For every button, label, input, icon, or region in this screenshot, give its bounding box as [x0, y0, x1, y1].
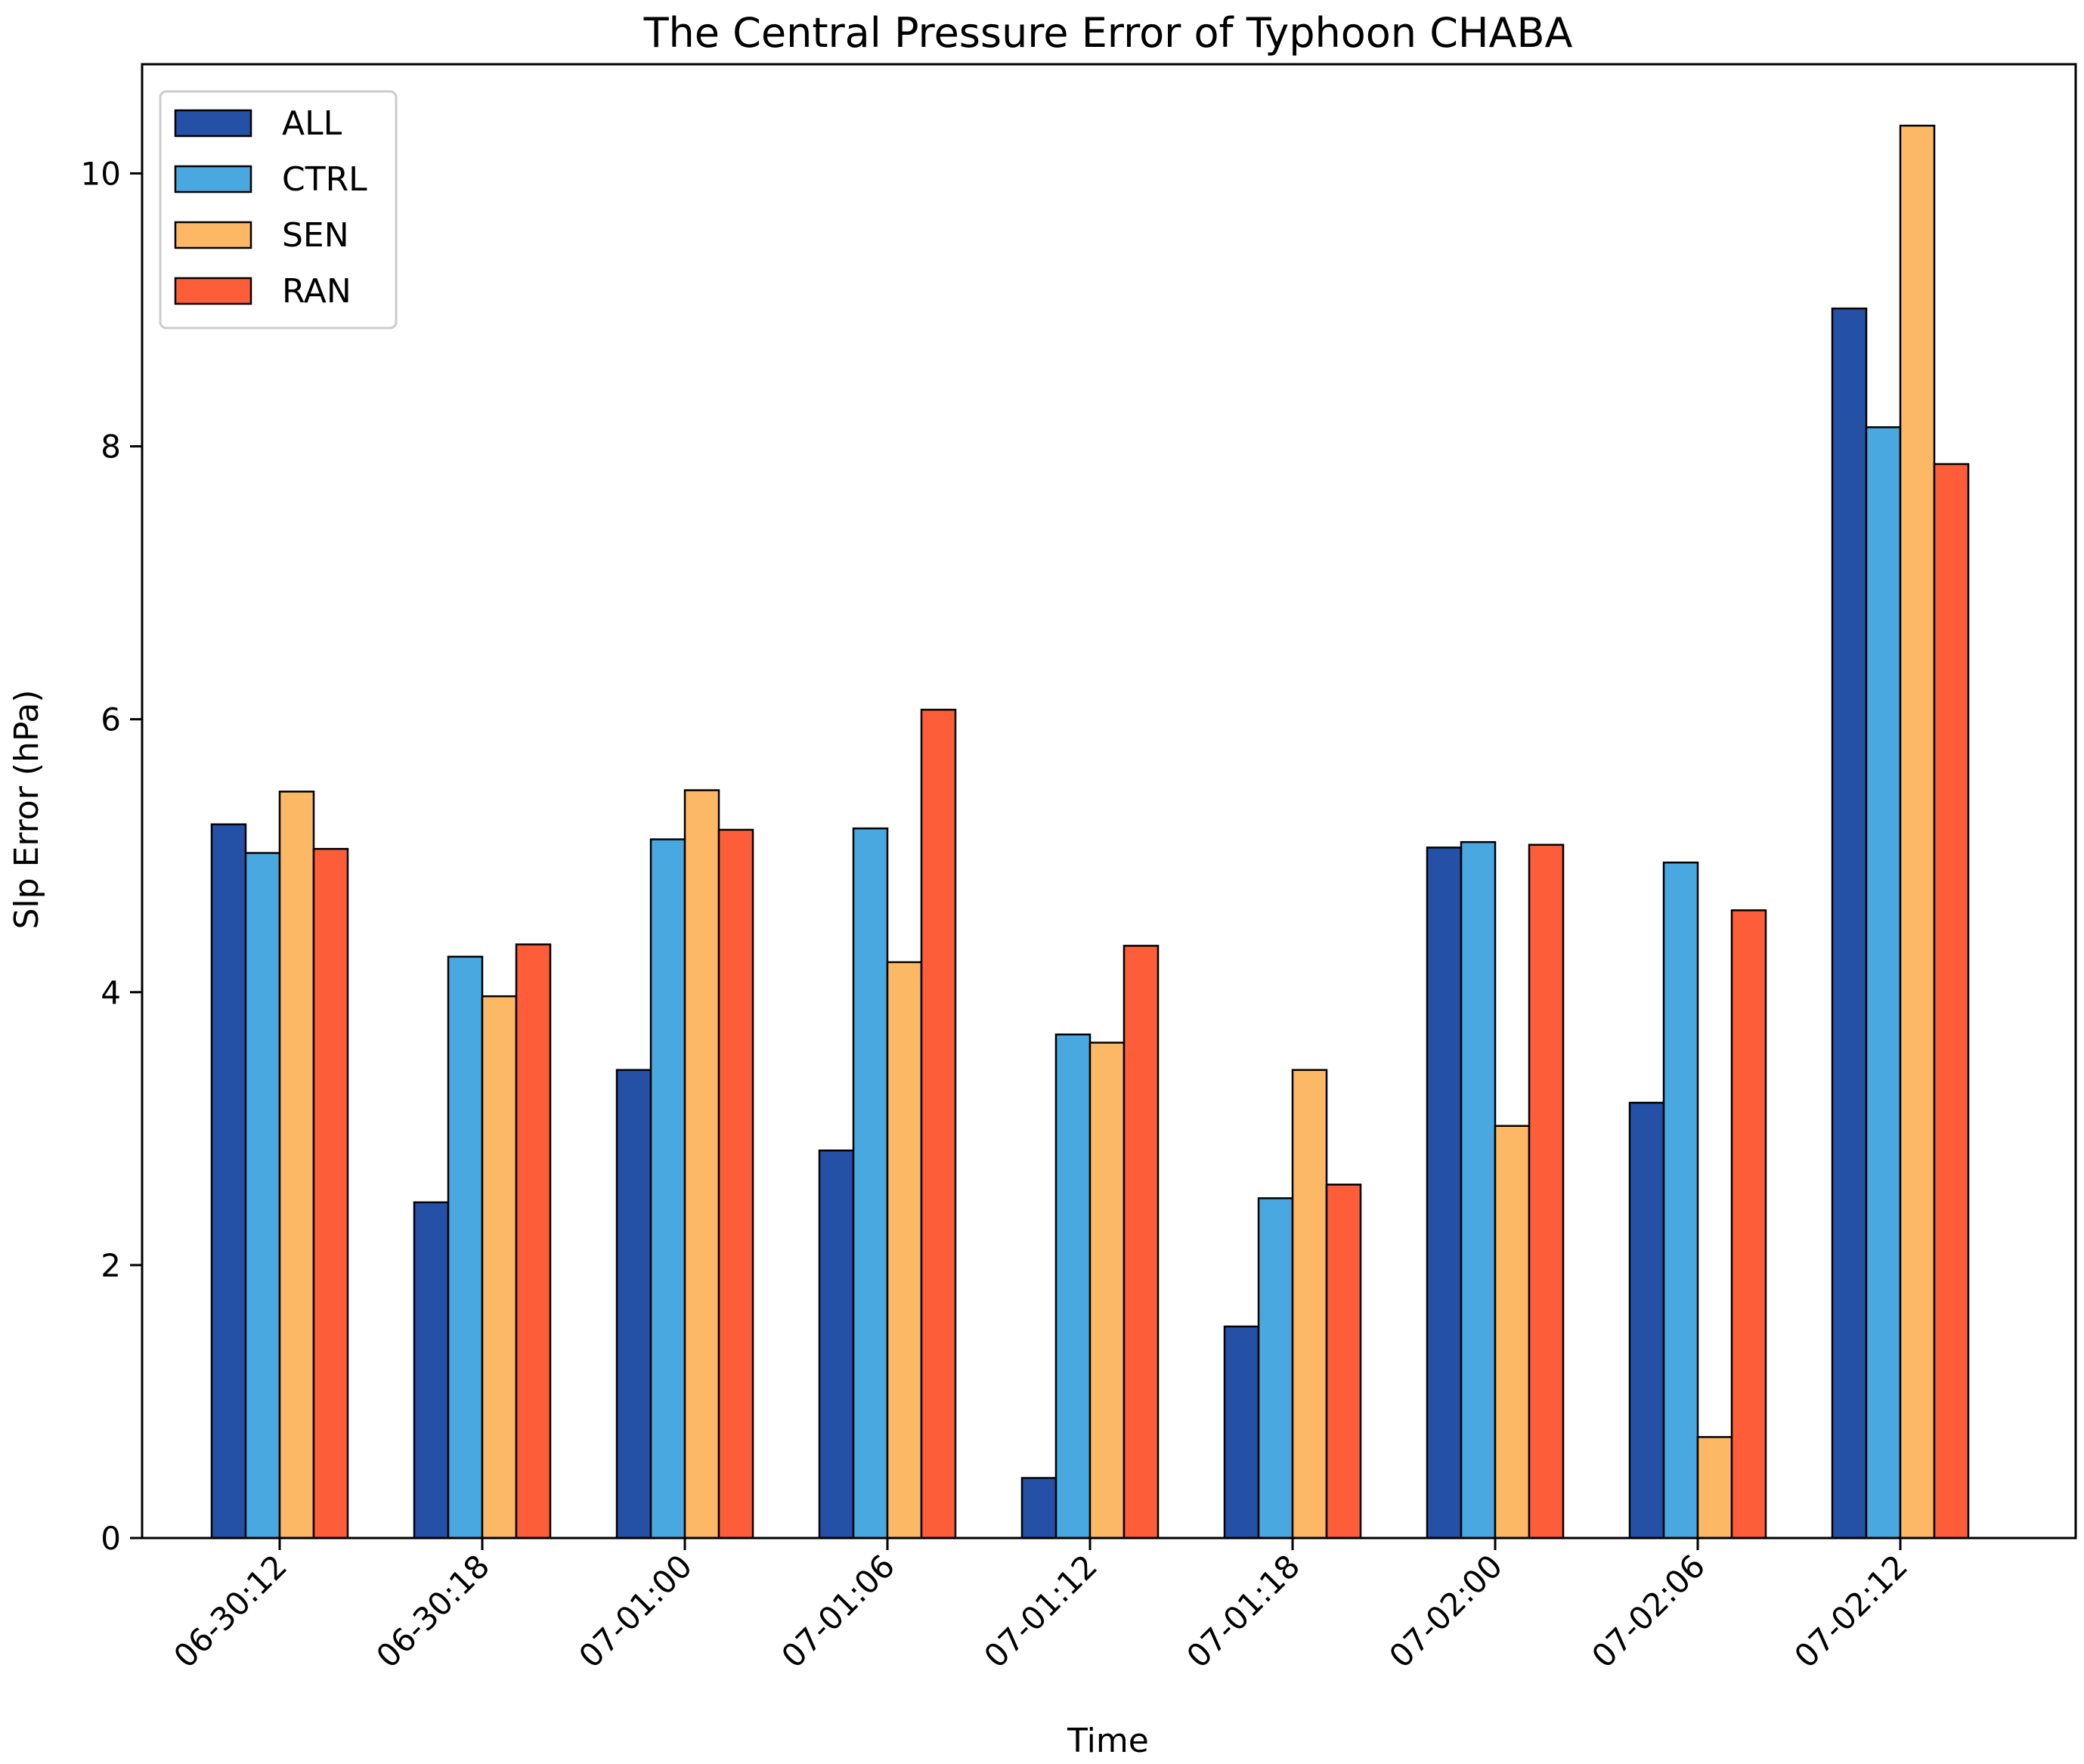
bar-sen-06-30:12 [278, 791, 315, 1540]
bar-ctrl-06-30:18 [447, 955, 484, 1540]
bar-ctrl-07-02:12 [1865, 426, 1902, 1540]
bar-all-07-01:06 [818, 1149, 855, 1540]
bar-sen-07-01:00 [683, 789, 720, 1540]
bar-ctrl-07-01:18 [1257, 1197, 1294, 1540]
chart-title: The Central Pressure Error of Typhoon CH… [643, 9, 1573, 57]
bar-all-06-30:12 [210, 823, 247, 1540]
bar-ctrl-07-01:06 [852, 827, 889, 1540]
bar-ran-07-01:06 [920, 708, 957, 1540]
y-tick-label: 2 [101, 1247, 121, 1284]
bar-ran-06-30:18 [515, 943, 552, 1540]
bar-sen-07-02:06 [1696, 1436, 1733, 1540]
y-tick-label: 8 [101, 429, 121, 466]
bar-all-07-02:06 [1628, 1101, 1665, 1540]
bar-sen-06-30:18 [481, 995, 518, 1540]
legend-label-ctrl: CTRL [282, 160, 367, 199]
bar-all-07-01:18 [1223, 1325, 1260, 1540]
bar-ctrl-07-02:06 [1662, 862, 1699, 1540]
bar-ran-07-02:12 [1933, 463, 1970, 1540]
bar-sen-07-02:12 [1899, 125, 1936, 1540]
legend-swatch-ran [174, 277, 252, 305]
bar-sen-07-01:06 [886, 961, 923, 1540]
legend-label-ran: RAN [282, 272, 351, 311]
bars-group [210, 125, 1970, 1540]
legend-swatch-ctrl [174, 165, 252, 193]
bar-ctrl-07-01:00 [649, 838, 686, 1540]
bar-all-06-30:18 [413, 1201, 450, 1540]
bar-ran-06-30:12 [312, 847, 349, 1540]
bar-sen-07-01:12 [1088, 1041, 1126, 1540]
x-axis-label: Time [1067, 1722, 1149, 1760]
bar-sen-07-02:00 [1494, 1125, 1531, 1540]
y-tick-label: 4 [101, 974, 121, 1011]
y-ticks-group: 0 2 4 6 8 10 [81, 155, 142, 1557]
bar-ran-07-02:06 [1730, 909, 1767, 1540]
legend-box [159, 90, 398, 330]
bar-sen-07-01:18 [1291, 1069, 1328, 1540]
plot-frame [141, 63, 2077, 1540]
bar-ran-07-01:12 [1123, 945, 1160, 1540]
bar-ran-07-01:00 [717, 828, 754, 1540]
bar-ctrl-07-02:00 [1460, 840, 1497, 1540]
bar-ctrl-07-01:12 [1054, 1033, 1092, 1540]
bar-all-07-02:00 [1426, 846, 1463, 1540]
legend-label-sen: SEN [282, 216, 349, 255]
legend-swatch-all [174, 109, 252, 138]
bar-all-07-01:00 [615, 1069, 652, 1540]
bar-all-07-01:12 [1020, 1477, 1057, 1540]
legend-label-all: ALL [282, 104, 342, 143]
bar-ran-07-02:00 [1528, 843, 1565, 1540]
y-tick-label: 0 [101, 1520, 121, 1557]
y-tick-label: 10 [81, 155, 121, 192]
bar-all-07-02:12 [1831, 307, 1868, 1540]
y-axis-label: Slp Error (hPa) [8, 689, 46, 929]
legend-swatch-sen [174, 221, 252, 249]
bar-ctrl-06-30:12 [244, 852, 281, 1540]
y-tick-label: 6 [101, 701, 121, 738]
bar-ran-07-01:18 [1325, 1184, 1362, 1540]
legend: ALL CTRL SEN RAN [159, 90, 398, 330]
